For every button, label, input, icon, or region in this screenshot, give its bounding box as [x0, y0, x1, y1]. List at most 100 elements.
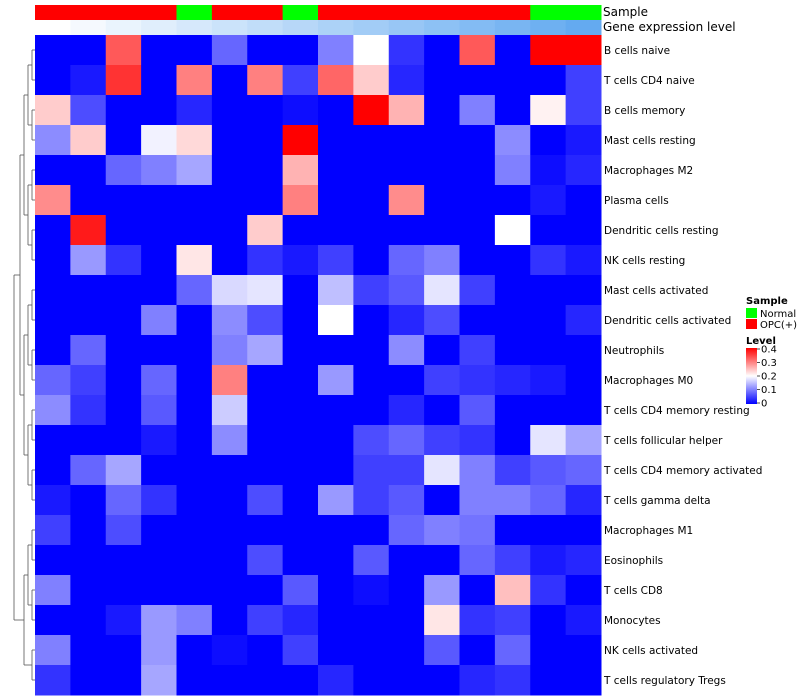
heatmap-cell — [282, 275, 319, 306]
heatmap-cell — [70, 65, 107, 96]
heatmap-cell — [176, 155, 213, 186]
heatmap-cell — [530, 545, 567, 576]
row-label: T cells CD4 memory activated — [603, 465, 762, 477]
heatmap-cell — [353, 185, 390, 216]
heatmap-cell — [353, 65, 390, 96]
heatmap-cell — [318, 305, 354, 336]
heatmap-cell — [141, 515, 177, 546]
heatmap-cell — [494, 485, 531, 516]
heatmap-cell — [176, 65, 213, 96]
sample-annotation-cell — [565, 5, 602, 20]
heatmap-cell — [282, 155, 319, 186]
heatmap-cell — [211, 455, 248, 486]
heatmap-cell — [565, 65, 602, 96]
heatmap-cell — [247, 95, 284, 126]
heatmap-cell — [530, 275, 567, 306]
heatmap-cell — [35, 515, 71, 546]
heatmap-cell — [70, 575, 107, 606]
heatmap-cell — [353, 245, 390, 276]
heatmap-cell — [70, 185, 107, 216]
heatmap-cell — [70, 455, 107, 486]
heatmap-cell — [424, 425, 460, 456]
heatmap-cell — [530, 305, 567, 336]
heatmap-cell — [494, 605, 531, 636]
heatmap-cell — [318, 515, 354, 546]
heatmap-cell — [353, 335, 390, 366]
legend-level-tick-label: 0.2 — [761, 372, 777, 383]
heatmap-cell — [424, 245, 460, 276]
heatmap-cell — [459, 455, 496, 486]
heatmap-cell — [494, 275, 531, 306]
heatmap-cell — [176, 335, 213, 366]
sample-annotation-cell — [282, 5, 319, 20]
heatmap-cell — [211, 245, 248, 276]
heatmap-cell — [424, 395, 460, 426]
heatmap-cell — [141, 35, 177, 66]
heatmap-cell — [141, 215, 177, 246]
heatmap-cell — [247, 545, 284, 576]
heatmap-cell — [282, 245, 319, 276]
heatmap-cell — [459, 305, 496, 336]
heatmap-cell — [459, 605, 496, 636]
gene-expression-annotation-cell — [494, 20, 531, 35]
heatmap-cell — [176, 395, 213, 426]
heatmap-cell — [530, 515, 567, 546]
heatmap-cell — [105, 335, 142, 366]
heatmap-cell — [211, 185, 248, 216]
heatmap-cell — [176, 425, 213, 456]
sample-annotation-cell — [176, 5, 213, 20]
heatmap-cell — [388, 155, 425, 186]
row-dendrogram — [13, 49, 35, 681]
heatmap-cell — [353, 485, 390, 516]
heatmap-cell — [388, 215, 425, 246]
heatmap-cell — [35, 365, 71, 396]
heatmap-cell — [70, 545, 107, 576]
heatmap-cell — [247, 245, 284, 276]
heatmap-cell — [176, 605, 213, 636]
heatmap-cell — [247, 335, 284, 366]
heatmap-cell — [530, 215, 567, 246]
heatmap-cell — [565, 455, 602, 486]
heatmap-cell — [353, 425, 390, 456]
sample-annotation-cell — [388, 5, 425, 20]
heatmap-cell — [494, 665, 531, 696]
heatmap-cell — [424, 485, 460, 516]
heatmap-cell — [70, 665, 107, 696]
heatmap-cell — [494, 95, 531, 126]
legend-level-tick-label: 0.1 — [761, 385, 777, 396]
heatmap-cell — [424, 275, 460, 306]
sample-annotation-cell — [318, 5, 354, 20]
heatmap-cell — [318, 125, 354, 156]
sample-annotation-cell — [247, 5, 284, 20]
heatmap-cell — [353, 395, 390, 426]
heatmap-cell — [247, 65, 284, 96]
heatmap-cell — [353, 305, 390, 336]
heatmap-cell — [530, 125, 567, 156]
row-labels: B cells naive T cells CD4 naive B cells me… — [603, 45, 762, 687]
heatmap-cell — [424, 635, 460, 666]
heatmap-cell — [459, 125, 496, 156]
heatmap-cell — [565, 485, 602, 516]
heatmap-cell — [494, 215, 531, 246]
heatmap-cell — [70, 395, 107, 426]
heatmap-cell — [211, 155, 248, 186]
heatmap-cell — [459, 485, 496, 516]
heatmap-cell — [70, 35, 107, 66]
heatmap-cell — [247, 305, 284, 336]
heatmap-cell — [211, 65, 248, 96]
sample-annotation-bar — [35, 5, 602, 20]
legend-level-tick-label: 0.4 — [761, 345, 777, 356]
heatmap-cell — [424, 605, 460, 636]
heatmap-cell — [247, 635, 284, 666]
heatmap-cell — [247, 275, 284, 306]
heatmap-cell — [141, 65, 177, 96]
heatmap-cell — [530, 635, 567, 666]
heatmap-cell — [70, 305, 107, 336]
legend-level-ticks: 0.4 0.3 0.2 0.1 0 — [757, 345, 777, 410]
heatmap-cell — [388, 335, 425, 366]
heatmap-cell — [565, 515, 602, 546]
heatmap-cell — [388, 635, 425, 666]
heatmap-cell — [247, 485, 284, 516]
heatmap-cell — [530, 335, 567, 366]
heatmap-cell — [247, 515, 284, 546]
